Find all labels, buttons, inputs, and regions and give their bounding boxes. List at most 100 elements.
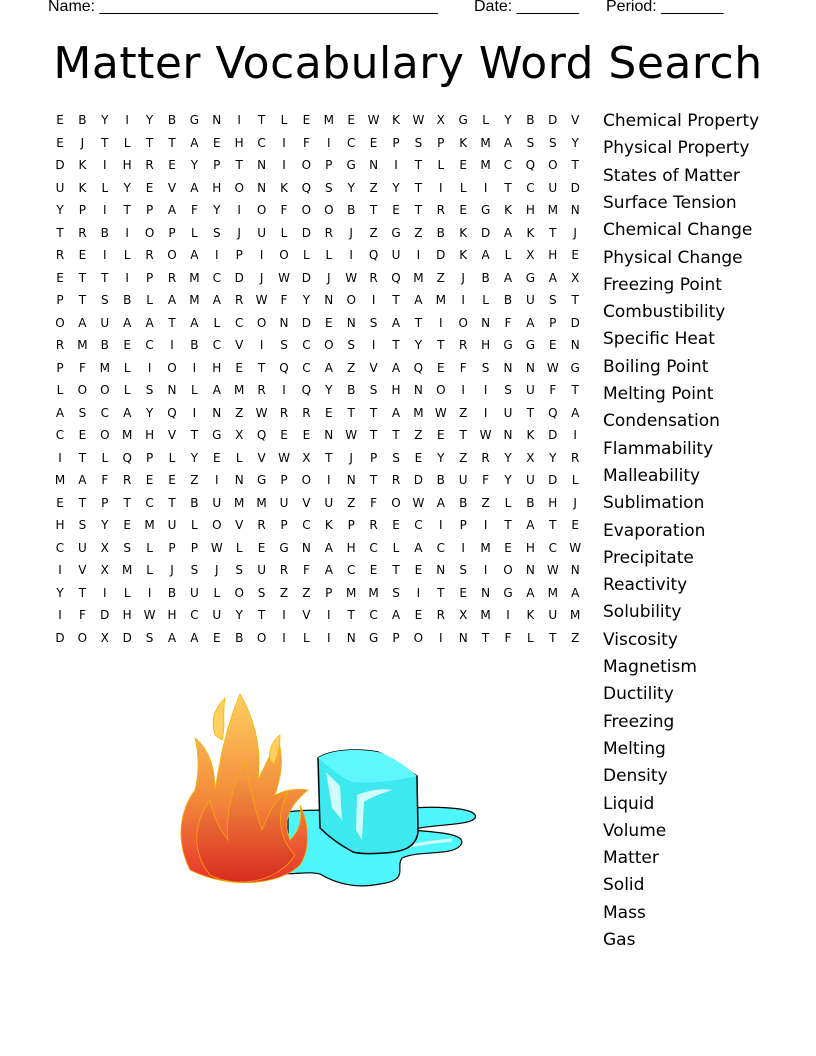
grid-letter[interactable]: N xyxy=(570,563,580,577)
grid-letter[interactable]: N xyxy=(503,428,513,442)
grid-letter[interactable]: Z xyxy=(436,270,445,285)
grid-letter[interactable]: W xyxy=(546,360,559,375)
grid-letter[interactable]: T xyxy=(414,203,423,217)
grid-letter[interactable]: D xyxy=(234,270,244,285)
grid-letter[interactable]: U xyxy=(525,383,535,397)
grid-letter[interactable]: A xyxy=(55,405,65,420)
grid-letter[interactable]: T xyxy=(123,495,131,510)
grid-letter[interactable]: B xyxy=(78,113,87,127)
grid-letter[interactable]: X xyxy=(235,428,244,442)
grid-letter[interactable]: T xyxy=(369,203,378,217)
grid-letter[interactable]: I xyxy=(394,158,398,172)
grid-letter[interactable]: S xyxy=(392,585,400,600)
grid-letter[interactable]: B xyxy=(167,585,177,600)
grid-letter[interactable]: S xyxy=(347,338,355,352)
grid-letter[interactable]: I xyxy=(483,383,488,397)
grid-letter[interactable]: I xyxy=(215,473,219,487)
grid-letter[interactable]: N xyxy=(324,293,334,307)
grid-letter[interactable]: M xyxy=(480,540,491,555)
grid-letter[interactable]: A xyxy=(212,383,221,397)
grid-letter[interactable]: M xyxy=(368,585,379,600)
grid-letter[interactable]: G xyxy=(503,338,513,352)
grid-letter[interactable]: Q xyxy=(167,405,177,420)
grid-letter[interactable]: D xyxy=(548,113,558,127)
grid-letter[interactable]: W xyxy=(255,405,268,420)
grid-letter[interactable]: T xyxy=(369,473,378,487)
grid-letter[interactable]: L xyxy=(482,113,489,127)
grid-letter[interactable]: W xyxy=(255,293,268,307)
grid-letter[interactable]: E xyxy=(414,450,423,465)
grid-letter[interactable]: T xyxy=(414,315,423,330)
grid-letter[interactable]: L xyxy=(235,540,243,555)
name-field[interactable]: Name: __________________________________… xyxy=(48,0,438,15)
grid-letter[interactable]: F xyxy=(78,608,86,622)
grid-letter[interactable]: F xyxy=(280,203,288,217)
grid-letter[interactable]: T xyxy=(549,225,557,240)
grid-letter[interactable]: R xyxy=(279,563,289,577)
grid-letter[interactable]: H xyxy=(525,203,535,217)
grid-letter[interactable]: E xyxy=(504,540,512,555)
grid-letter[interactable]: I xyxy=(327,608,331,622)
grid-letter[interactable]: L xyxy=(123,248,131,262)
grid-letter[interactable]: Z xyxy=(279,585,289,600)
grid-letter[interactable]: T xyxy=(78,293,87,307)
grid-letter[interactable]: U xyxy=(548,180,558,195)
grid-letter[interactable]: E xyxy=(235,360,243,375)
grid-letter[interactable]: Y xyxy=(145,113,154,127)
grid-letter[interactable]: Z xyxy=(481,495,490,510)
grid-letter[interactable]: J xyxy=(573,225,577,240)
grid-letter[interactable]: G xyxy=(525,338,536,352)
grid-letter[interactable]: F xyxy=(459,360,467,375)
grid-letter[interactable]: I xyxy=(506,608,510,622)
grid-letter[interactable]: N xyxy=(525,360,535,375)
grid-letter[interactable]: N xyxy=(234,473,244,487)
grid-letter[interactable]: I xyxy=(282,158,286,172)
grid-letter[interactable]: I xyxy=(483,180,488,195)
grid-letter[interactable]: W xyxy=(546,563,559,577)
grid-letter[interactable]: T xyxy=(481,630,490,645)
grid-letter[interactable]: W xyxy=(367,113,380,127)
grid-letter[interactable]: L xyxy=(213,585,221,600)
grid-letter[interactable]: D xyxy=(413,473,424,487)
grid-letter[interactable]: B xyxy=(123,293,132,307)
grid-letter[interactable]: C xyxy=(212,338,221,352)
grid-letter[interactable]: E xyxy=(414,563,423,577)
grid-letter[interactable]: V xyxy=(302,608,311,622)
grid-letter[interactable]: L xyxy=(123,360,131,375)
grid-letter[interactable]: R xyxy=(436,608,445,622)
grid-letter[interactable]: T xyxy=(347,608,355,622)
grid-letter[interactable]: C xyxy=(302,338,311,352)
grid-letter[interactable]: G xyxy=(570,360,580,375)
grid-letter[interactable]: X xyxy=(459,608,468,622)
grid-letter[interactable]: D xyxy=(301,270,312,285)
grid-letter[interactable]: H xyxy=(167,608,177,622)
grid-letter[interactable]: T xyxy=(168,495,176,510)
grid-letter[interactable]: I xyxy=(58,563,62,577)
grid-letter[interactable]: N xyxy=(167,383,177,397)
grid-letter[interactable]: M xyxy=(413,270,424,285)
grid-letter[interactable]: H xyxy=(122,158,132,172)
grid-letter[interactable]: B xyxy=(526,495,535,510)
grid-letter[interactable]: G xyxy=(189,113,200,127)
grid-letter[interactable]: P xyxy=(78,203,87,217)
grid-letter[interactable]: Y xyxy=(347,180,355,195)
grid-letter[interactable]: Q xyxy=(548,405,558,420)
grid-letter[interactable]: Y xyxy=(302,293,311,307)
grid-letter[interactable]: N xyxy=(212,113,222,127)
grid-letter[interactable]: O xyxy=(413,630,424,645)
grid-letter[interactable]: Z xyxy=(190,473,199,487)
grid-letter[interactable]: L xyxy=(146,540,153,555)
grid-letter[interactable]: R xyxy=(391,473,401,487)
grid-letter[interactable]: I xyxy=(192,360,197,375)
grid-letter[interactable]: E xyxy=(213,630,221,645)
grid-letter[interactable]: J xyxy=(573,495,577,510)
grid-letter[interactable]: P xyxy=(392,630,400,645)
grid-letter[interactable]: N xyxy=(257,158,267,172)
grid-letter[interactable]: C xyxy=(302,360,311,375)
grid-letter[interactable]: F xyxy=(302,563,310,577)
grid-letter[interactable]: E xyxy=(257,540,266,555)
grid-letter[interactable]: M xyxy=(234,383,245,397)
grid-letter[interactable]: T xyxy=(123,203,131,217)
grid-letter[interactable]: E xyxy=(459,203,467,217)
grid-letter[interactable]: H xyxy=(55,518,65,532)
